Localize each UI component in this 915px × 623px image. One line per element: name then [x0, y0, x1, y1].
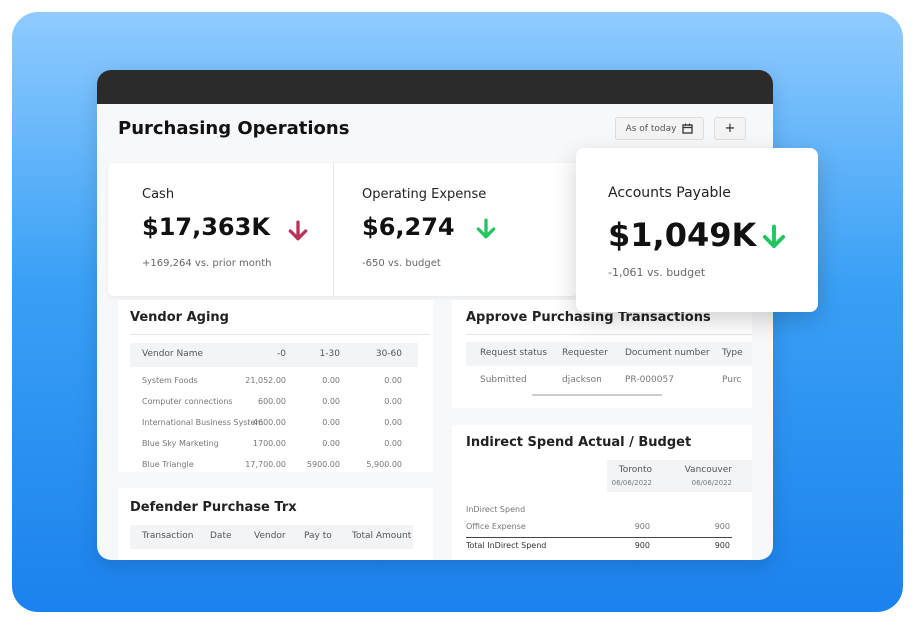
table-cell: 0.00: [322, 439, 340, 448]
column-header: Vancouver: [684, 465, 732, 475]
column-header: Vendor Name: [142, 349, 204, 359]
panel-title: Indirect Spend Actual / Budget: [466, 435, 692, 450]
calendar-icon: [682, 123, 694, 134]
table-cell: Submitted: [480, 375, 527, 385]
kpi-label: Accounts Payable: [608, 185, 731, 201]
approve-panel: Approve Purchasing Transactions Request s…: [452, 300, 752, 408]
table-cell: Purc: [722, 375, 742, 385]
table-cell: 4600.00: [252, 418, 286, 427]
column-header: Transaction: [142, 531, 194, 541]
table-cell: 5900.00: [306, 460, 340, 469]
kpi-label: Operating Expense: [362, 187, 487, 202]
scrollbar: [532, 394, 662, 396]
accounts-payable-card: Accounts Payable $1,049K -1,061 vs. budget: [576, 148, 818, 312]
column-header: Document number: [625, 348, 710, 358]
panel-title: Vendor Aging: [130, 310, 229, 325]
column-header: Requester: [562, 348, 608, 358]
indirect-panel: Indirect Spend Actual / Budget Toronto 06/…: [452, 425, 752, 560]
column-header: Toronto: [618, 465, 652, 475]
dashboard: Purchasing Operations As of today + Vend…: [97, 70, 773, 560]
column-header: Total Amount: [352, 531, 412, 541]
column-date: 06/06/2022: [611, 479, 652, 487]
table-cell: 0.00: [322, 418, 340, 427]
divider: [130, 334, 430, 335]
column-header: Vendor: [254, 531, 286, 541]
table-cell: 0.00: [384, 397, 402, 406]
table-cell: 0.00: [384, 376, 402, 385]
column-header: Pay to: [304, 531, 332, 541]
add-button[interactable]: +: [714, 117, 746, 140]
column-header: Date: [210, 531, 232, 541]
table-cell: InDirect Spend: [466, 505, 526, 514]
defender-panel: Defender Purchase Trx Transaction Date Vend…: [118, 488, 433, 560]
kpi-value: $17,363K: [142, 213, 270, 241]
kpi-delta: -650 vs. budget: [362, 258, 441, 269]
table-cell: 600.00: [258, 397, 286, 406]
down-arrow: [762, 224, 786, 249]
table-cell: Office Expense: [466, 522, 526, 531]
column-header: -0: [277, 349, 286, 359]
table-header: [607, 460, 752, 492]
down-arrow: [288, 220, 308, 241]
table-cell: Computer connections: [142, 397, 233, 406]
column-header: Request status: [480, 348, 548, 358]
table-cell: 1700.00: [252, 439, 286, 448]
vendor-aging-panel: Vendor Aging Vendor Name -0 1-30 30-60 System…: [118, 300, 433, 472]
column-header: Type: [722, 348, 743, 358]
table-cell: Total InDirect Spend: [466, 541, 547, 550]
table-cell: System Foods: [142, 376, 198, 385]
table-cell: 0.00: [384, 418, 402, 427]
column-date: 06/06/2022: [691, 479, 732, 487]
kpi-delta: -1,061 vs. budget: [608, 266, 706, 279]
table-header: [130, 343, 418, 367]
total-line: [466, 537, 732, 538]
page-title: Purchasing Operations: [118, 118, 350, 139]
table-cell: 900: [634, 541, 650, 550]
table-cell: 0.00: [322, 376, 340, 385]
date-button[interactable]: As of today: [615, 117, 704, 140]
down-arrow: [476, 218, 496, 239]
table-cell: 900: [714, 541, 730, 550]
table-cell: Blue Sky Marketing: [142, 439, 219, 448]
kpi-divider: [333, 163, 334, 296]
table-cell: 17,700.00: [245, 460, 286, 469]
kpi-label: Cash: [142, 187, 175, 202]
kpi-delta: +169,264 vs. prior month: [142, 258, 272, 269]
panel-title: Defender Purchase Trx: [130, 500, 297, 515]
kpi-value: $1,049K: [608, 216, 757, 254]
table-cell: 5,900.00: [366, 460, 402, 469]
table-header: [466, 342, 752, 366]
panel-title: Approve Purchasing Transactions: [466, 310, 711, 325]
table-cell: PR-000057: [625, 375, 674, 385]
kpi-value: $6,274: [362, 213, 455, 241]
table-cell: Blue Triangle: [142, 460, 194, 469]
table-cell: 900: [714, 522, 730, 531]
column-header: 30-60: [375, 349, 402, 359]
divider: [466, 334, 752, 335]
table-cell: djackson: [562, 375, 602, 385]
table-cell: 900: [634, 522, 650, 531]
table-cell: International Business System: [142, 418, 264, 427]
table-cell: 0.00: [322, 397, 340, 406]
table-header: [130, 525, 413, 549]
date-button-label: As of today: [625, 123, 677, 134]
column-header: 1-30: [319, 349, 340, 359]
table-cell: 0.00: [384, 439, 402, 448]
table-cell: 21,052.00: [245, 376, 286, 385]
kpi-row: [108, 163, 578, 296]
top-bar: [97, 70, 773, 104]
